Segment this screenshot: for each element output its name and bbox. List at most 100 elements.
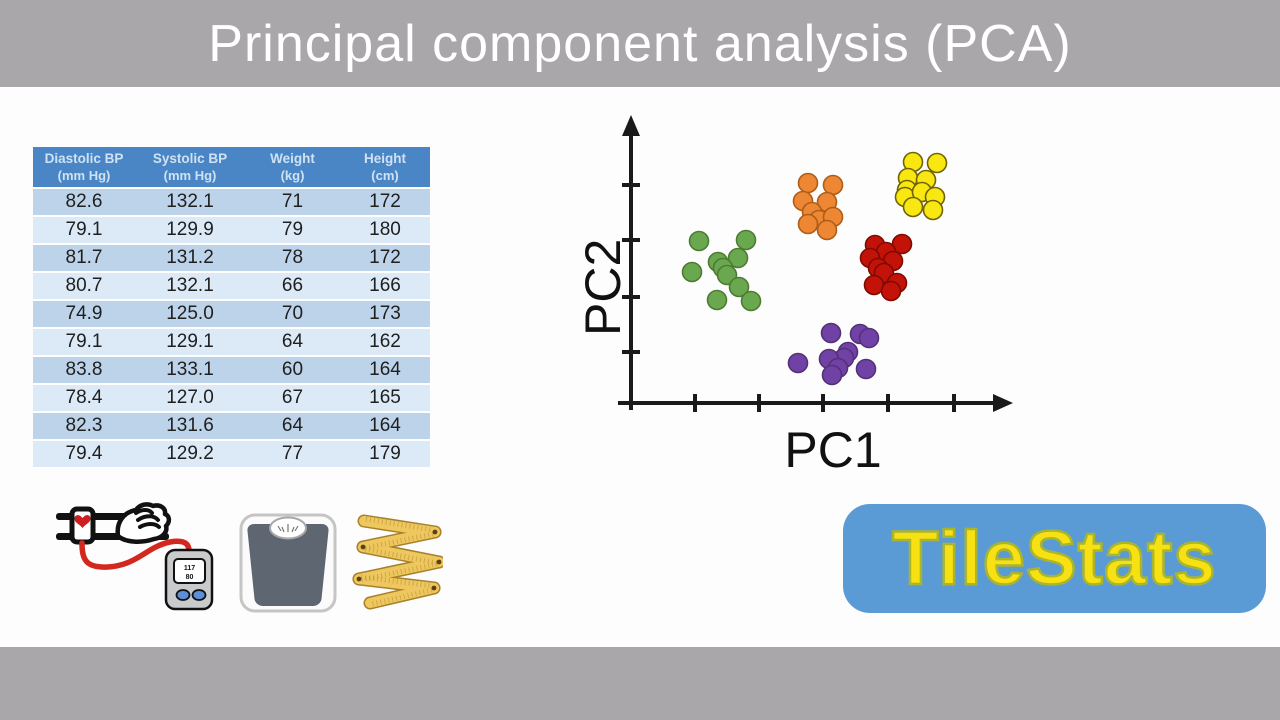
table-cell: 125.0 [135, 300, 245, 329]
column-header: Diastolic BP (mm Hg) [33, 147, 135, 189]
scatter-point-purple [787, 352, 809, 374]
table-cell: 77 [245, 440, 340, 469]
ruler-icon [352, 514, 443, 610]
bp-reading-diastolic: 80 [186, 574, 194, 581]
table-cell: 78.4 [33, 384, 135, 413]
table-cell: 64 [245, 328, 340, 357]
table-row: 83.8 133.1 60 164 [33, 356, 430, 385]
scatter-point-purple [858, 327, 880, 349]
pca-scatter-plot: PC2 PC1 [560, 100, 1030, 490]
scale-body [247, 524, 329, 606]
table-header-row: Diastolic BP (mm Hg) Systolic BP (mm Hg) Wei… [33, 147, 430, 189]
table-row: 80.7 132.1 66 166 [33, 272, 430, 301]
ruler-rivets [356, 529, 442, 591]
table-cell: 82.3 [33, 412, 135, 441]
table-row: 78.4 127.0 67 165 [33, 384, 430, 413]
table-row: 79.1 129.9 79 180 [33, 216, 430, 245]
scatter-point-green [740, 290, 762, 312]
scatter-points [681, 151, 948, 386]
scatter-point-purple [855, 358, 877, 380]
scatter-point-green [706, 289, 728, 311]
scatter-point-green [688, 230, 710, 252]
scatter-point-yellow [902, 196, 924, 218]
measurements-table: Diastolic BP (mm Hg) Systolic BP (mm Hg) Wei… [33, 147, 430, 469]
tube [79, 538, 192, 570]
bp-device-button-right [191, 589, 207, 601]
scatter-point-orange [797, 172, 819, 194]
table-cell: 71 [245, 188, 340, 217]
table-cell: 180 [340, 216, 430, 245]
table-cell: 79.1 [33, 328, 135, 357]
table-cell: 64 [245, 412, 340, 441]
table-cell: 162 [340, 328, 430, 357]
table-cell: 81.7 [33, 244, 135, 273]
scatter-point-green [728, 276, 750, 298]
heart-icon [74, 515, 91, 528]
ruler-slats [354, 516, 443, 608]
pca-scatter-svg: PC2 PC1 [575, 115, 1013, 478]
bp-device-display [173, 558, 206, 584]
scatter-point-yellow [926, 152, 948, 174]
table-row: 82.3 131.6 64 164 [33, 412, 430, 441]
scatter-point-green [735, 229, 757, 251]
table-cell: 74.9 [33, 300, 135, 329]
table-cell: 129.1 [135, 328, 245, 357]
bp-device-button-left [175, 589, 191, 601]
table-cell: 132.1 [135, 188, 245, 217]
table-cell: 164 [340, 356, 430, 385]
table-row: 81.7 131.2 78 172 [33, 244, 430, 273]
table: Diastolic BP (mm Hg) Systolic BP (mm Hg) Wei… [33, 147, 430, 469]
table-cell: 172 [340, 188, 430, 217]
scatter-point-red [891, 233, 913, 255]
scatter-point-green [727, 247, 749, 269]
table-cell: 133.1 [135, 356, 245, 385]
scatter-point-purple [820, 322, 842, 344]
table-cell: 80.7 [33, 272, 135, 301]
y-axis-arrowhead [622, 115, 640, 136]
axes [618, 130, 998, 410]
table-row: 82.6 132.1 71 172 [33, 188, 430, 217]
table-cell: 131.2 [135, 244, 245, 273]
blood-pressure-icon: 117 80 [56, 502, 214, 611]
scatter-point-orange [797, 213, 819, 235]
page-title: Principal component analysis (PCA) [208, 14, 1072, 73]
title-banner: Principal component analysis (PCA) [0, 0, 1280, 87]
scatter-point-green [681, 261, 703, 283]
hand-icon [115, 502, 172, 544]
table-cell: 129.9 [135, 216, 245, 245]
tilestats-logo-text: TileStats [891, 515, 1217, 603]
table-cell: 79.4 [33, 440, 135, 469]
table-cell: 127.0 [135, 384, 245, 413]
table-cell: 83.8 [33, 356, 135, 385]
table-cell: 165 [340, 384, 430, 413]
y-ticks [622, 183, 640, 354]
scatter-point-red [863, 274, 885, 296]
table-row: 79.4 129.2 77 179 [33, 440, 430, 469]
scatter-point-orange [816, 219, 838, 241]
table-cell: 164 [340, 412, 430, 441]
scale-dial-ticks [277, 524, 299, 533]
table-cell: 60 [245, 356, 340, 385]
table-cell: 79 [245, 216, 340, 245]
column-header: Height (cm) [340, 147, 430, 189]
table-cell: 179 [340, 440, 430, 469]
table-cell: 79.1 [33, 216, 135, 245]
table-cell: 166 [340, 272, 430, 301]
footer-banner [0, 647, 1280, 720]
ruler-graduations [360, 516, 438, 607]
column-header: Weight (kg) [245, 147, 340, 189]
x-axis-label: PC1 [784, 422, 881, 478]
table-cell: 66 [245, 272, 340, 301]
column-header: Systolic BP (mm Hg) [135, 147, 245, 189]
table-row: 74.9 125.0 70 173 [33, 300, 430, 329]
scatter-point-purple [821, 364, 843, 386]
scatter-point-red [880, 280, 902, 302]
table-cell: 78 [245, 244, 340, 273]
table-cell: 131.6 [135, 412, 245, 441]
scatter-point-orange [822, 174, 844, 196]
table-body: 82.6 132.1 71 172 79.1 129.9 79 180 81.7 131.2 78 1… [33, 188, 430, 469]
scale-icon [239, 513, 337, 613]
y-axis-label: PC2 [575, 239, 631, 336]
x-ticks [693, 394, 956, 412]
